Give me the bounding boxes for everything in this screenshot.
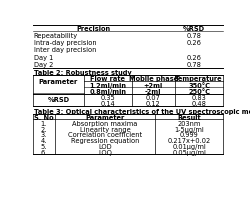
Text: Parameter: Parameter	[39, 79, 78, 85]
Text: Mobile phase: Mobile phase	[129, 76, 178, 82]
Text: LOQ: LOQ	[98, 149, 112, 155]
Text: Flow rate: Flow rate	[90, 76, 126, 82]
Text: Table 2: Robustness study: Table 2: Robustness study	[34, 70, 131, 76]
Text: 2.: 2.	[40, 126, 47, 132]
Text: LOD: LOD	[98, 143, 112, 149]
Text: 0.26: 0.26	[186, 54, 202, 60]
Text: 5.: 5.	[40, 143, 47, 149]
Text: 0.8ml/min: 0.8ml/min	[90, 88, 126, 94]
Text: Intra-day precision: Intra-day precision	[34, 40, 96, 46]
Text: Precision: Precision	[76, 26, 110, 32]
Text: 0.48: 0.48	[192, 101, 206, 107]
Text: 0.05μg/ml: 0.05μg/ml	[172, 149, 206, 155]
Text: %RSD: %RSD	[183, 26, 205, 32]
Text: Repeatability: Repeatability	[34, 32, 78, 38]
Text: 0.217x+0.02: 0.217x+0.02	[168, 137, 211, 143]
Text: Correlation coefficient: Correlation coefficient	[68, 132, 142, 138]
Text: 0.01μg/ml: 0.01μg/ml	[172, 143, 206, 149]
Text: 4.: 4.	[40, 137, 47, 143]
Text: 250°C: 250°C	[188, 88, 210, 94]
Text: S. No: S. No	[34, 114, 54, 120]
Text: -2ml: -2ml	[145, 88, 162, 94]
Text: Temperature: Temperature	[175, 76, 223, 82]
Text: 3.: 3.	[40, 132, 47, 138]
Text: 1.: 1.	[40, 120, 47, 126]
Text: 203nm: 203nm	[178, 120, 201, 126]
Text: Linearity range: Linearity range	[80, 126, 130, 132]
Text: Regression equation: Regression equation	[71, 137, 139, 143]
Text: Parameter: Parameter	[85, 114, 124, 120]
Text: 1-5μg/ml: 1-5μg/ml	[174, 126, 204, 132]
Text: 0.83: 0.83	[192, 94, 206, 100]
Text: +2ml: +2ml	[144, 82, 163, 88]
Text: 0.07: 0.07	[146, 94, 161, 100]
Text: 0.78: 0.78	[186, 62, 202, 68]
Text: %RSD: %RSD	[47, 97, 70, 103]
Text: Inter day precision: Inter day precision	[34, 47, 96, 53]
Text: Day 1: Day 1	[34, 54, 53, 60]
Text: 0.26: 0.26	[186, 40, 202, 46]
Text: 1.2ml/min: 1.2ml/min	[90, 82, 126, 88]
Text: 0.12: 0.12	[146, 101, 161, 107]
Text: Table 3: Optical characteristics of the UV spectroscopic method: Table 3: Optical characteristics of the …	[34, 108, 250, 114]
Text: 6.: 6.	[40, 149, 47, 155]
Text: 0.14: 0.14	[100, 101, 115, 107]
Text: 0.78: 0.78	[186, 32, 202, 38]
Text: 0.999: 0.999	[180, 132, 199, 138]
Text: Result: Result	[178, 114, 201, 120]
Text: 0.35: 0.35	[100, 94, 115, 100]
Text: Day 2: Day 2	[34, 62, 53, 68]
Text: Absorption maxima: Absorption maxima	[72, 120, 138, 126]
Text: 350°C: 350°C	[188, 82, 210, 88]
